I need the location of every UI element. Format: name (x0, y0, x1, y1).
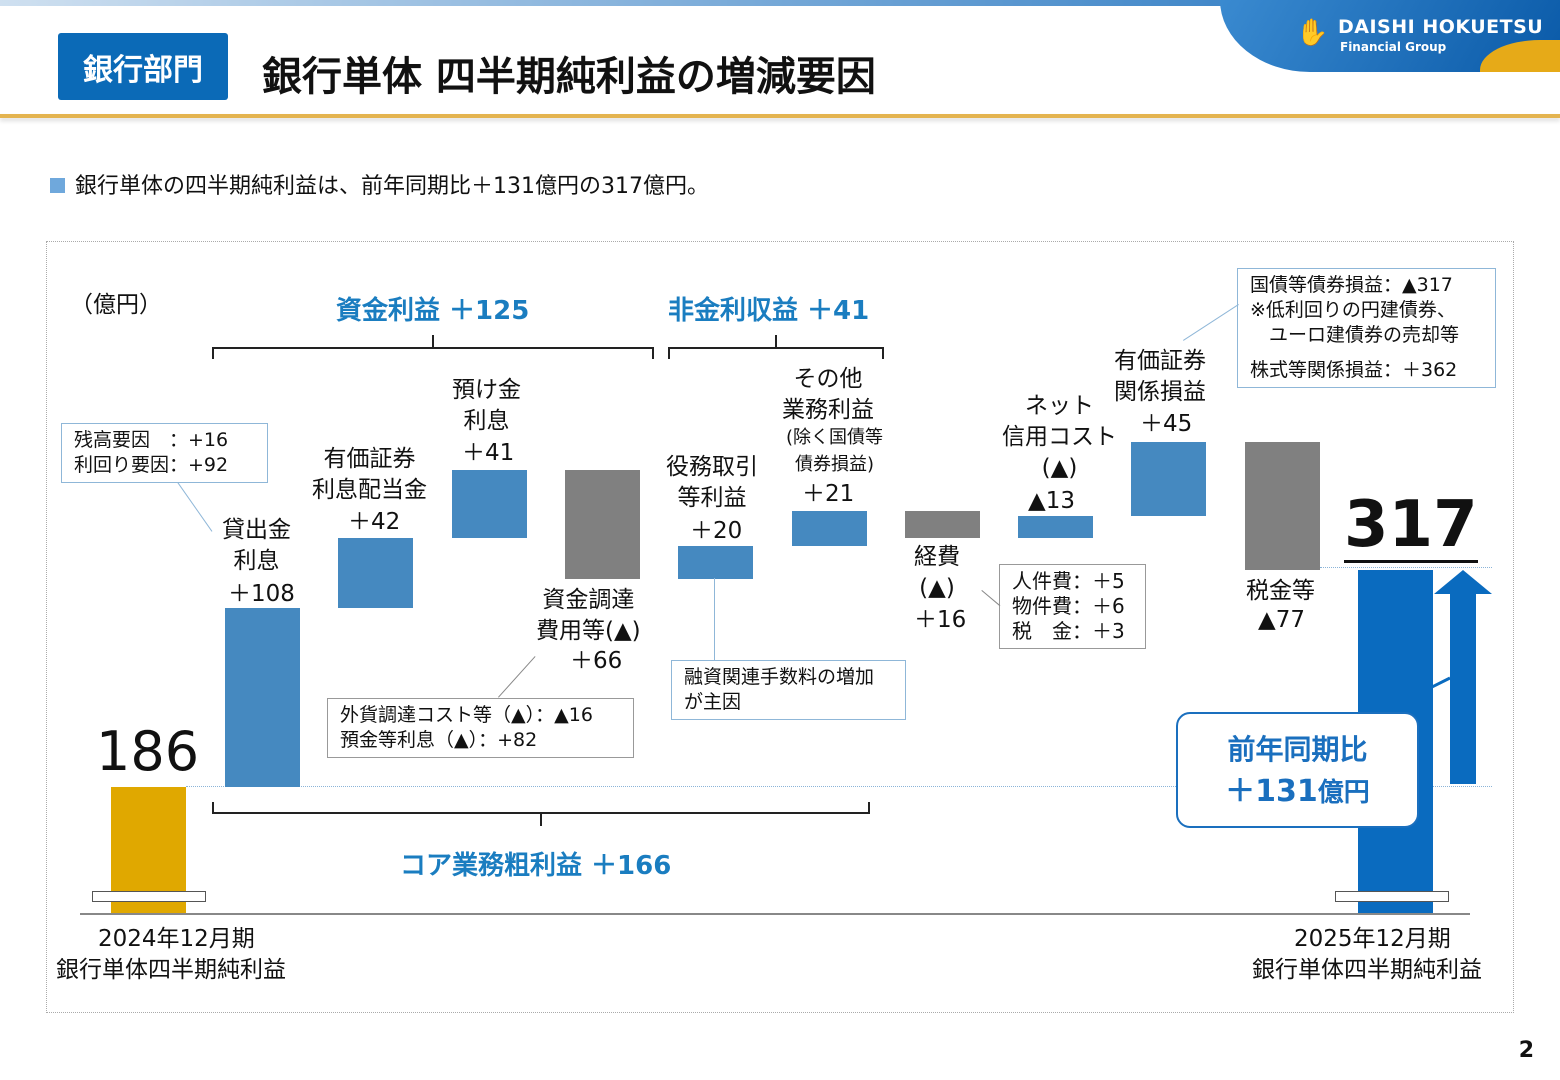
bar-step (678, 546, 754, 580)
bullet-icon (50, 178, 65, 193)
bar-step (904, 511, 980, 538)
step-label: 貸出金 利息 (222, 517, 291, 574)
brace-funding (212, 347, 654, 359)
bar-step (1131, 441, 1207, 517)
callout-fees: 融資関連手数料の増加 が主因 (671, 660, 906, 720)
bar-step (564, 469, 640, 580)
axis-break (92, 891, 206, 902)
end-value: 317 (1344, 488, 1478, 563)
bar-step (1018, 516, 1094, 538)
step-value: ▲77 (1258, 607, 1305, 633)
start-value: 186 (96, 720, 200, 783)
step-value: ＋20 (690, 518, 743, 544)
end-label: 銀行単体四半期純利益 (1252, 957, 1482, 983)
step-value: ▲13 (1028, 488, 1075, 514)
callout-funding: 外貨調達コスト等（▲）：▲16 預金等利息（▲）：+82 (327, 698, 634, 758)
logo-icon: ✋ (1296, 18, 1329, 48)
step-label: 税金等 (1246, 578, 1315, 604)
section-badge: 銀行部門 (58, 33, 228, 100)
step-label: 有価証券 関係損益 (1114, 348, 1206, 405)
start-label: 銀行単体四半期純利益 (56, 957, 286, 983)
brace-stem (432, 335, 434, 347)
x-axis (80, 913, 1470, 915)
ref-line-end (1320, 567, 1492, 568)
callout-securities: 国債等債券損益：▲317 ※低利回りの円建債券、 ユーロ建債券の売却等 株式等関係損… (1237, 268, 1496, 388)
bar-step (338, 538, 414, 608)
brace-core (212, 802, 870, 814)
step-label: 資金調達 費用等(▲) (536, 587, 641, 644)
page-number: 2 (1518, 1038, 1534, 1063)
yoy-value: ＋131 (1225, 774, 1318, 809)
step-value: ＋21 (802, 481, 855, 507)
logo-text: DAISHI HOKUETSU (1338, 16, 1544, 38)
axis-break (1335, 891, 1449, 902)
ref-line-start (186, 786, 1492, 787)
lead-text: 銀行単体の四半期純利益は、前年同期比＋131億円の317億円。 (50, 168, 709, 200)
bar-step (225, 607, 300, 787)
end-label: 2025年12月期 (1294, 926, 1451, 952)
start-label: 2024年12月期 (98, 926, 255, 952)
leader-line (714, 578, 715, 660)
brace-stem (775, 335, 777, 347)
callout-loan: 残高要因 ：+16 利回り要因：+92 (61, 423, 268, 483)
step-label: 経費 (▲) (914, 544, 960, 601)
chart-frame (46, 241, 1514, 1013)
yoy-badge: 前年同期比 ＋131億円 (1176, 712, 1419, 828)
group-label-nonint: 非金利収益 ＋41 (668, 296, 870, 326)
bar-step (791, 511, 867, 547)
header-divider (0, 114, 1560, 118)
step-label: 役務取引 等利益 (666, 454, 758, 511)
top-stripe (0, 0, 1560, 6)
step-value: ＋66 (570, 648, 623, 674)
step-sublabel: (除く国債等 債券損益) (786, 427, 884, 475)
step-label: 預け金 利息 (452, 377, 521, 434)
group-label-core: コア業務粗利益 ＋166 (400, 851, 672, 881)
callout-expenses: 人件費：＋5 物件費：＋6 税 金：＋3 (999, 564, 1146, 649)
bar-step (451, 469, 527, 538)
brace-nonint (668, 347, 884, 359)
brace-stem (540, 814, 542, 826)
unit-label: （億円） (70, 292, 162, 318)
step-value: ＋42 (348, 509, 401, 535)
up-arrow-icon (1430, 570, 1492, 784)
step-value: ＋16 (914, 607, 967, 633)
group-label-funding: 資金利益 ＋125 (336, 296, 530, 326)
step-value: ＋45 (1140, 411, 1193, 437)
page-title: 銀行単体 四半期純利益の増減要因 (262, 54, 876, 100)
bar-step (1244, 441, 1320, 570)
step-value: ＋41 (462, 440, 515, 466)
step-label: ネット 信用コスト (▲) (1002, 393, 1117, 481)
step-label: 有価証券 利息配当金 (312, 446, 427, 503)
logo-subtext: Financial Group (1340, 40, 1447, 54)
step-label: その他 業務利益 (782, 366, 874, 423)
step-value: ＋108 (228, 581, 295, 607)
